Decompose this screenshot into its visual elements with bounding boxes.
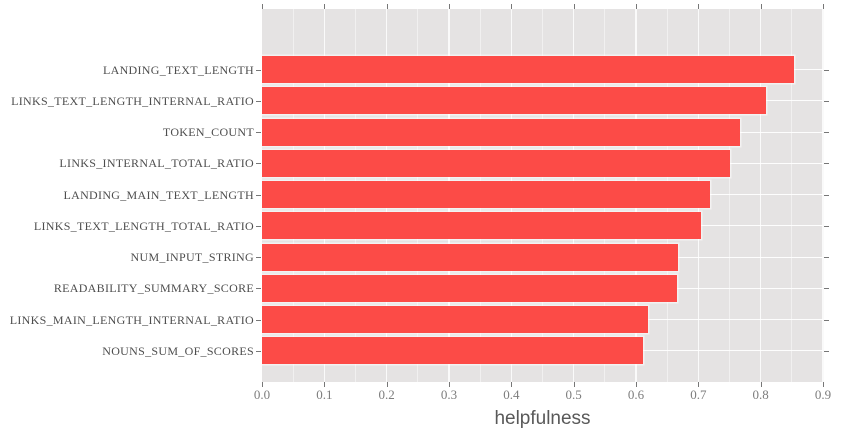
y-tick-mark-left: [256, 319, 261, 321]
x-tick-mark-bottom: [324, 382, 326, 387]
x-tick-mark-bottom: [636, 382, 637, 387]
x-tick-mark-top: [386, 4, 388, 9]
y-tick-mark-right: [824, 163, 829, 165]
y-tick-mark-left: [256, 350, 261, 352]
y-category-label: LINKS_INTERNAL_TOTAL_RATIO: [59, 156, 254, 171]
y-tick-mark-right: [824, 319, 829, 321]
x-tick-mark-top: [636, 4, 637, 9]
y-tick-mark-right: [824, 350, 829, 352]
y-tick-mark-left: [256, 132, 261, 134]
plot-panel: [262, 9, 824, 382]
x-tick-mark-bottom: [760, 382, 762, 387]
x-tick-mark-bottom: [823, 382, 824, 387]
x-tick-label: 0.6: [627, 387, 645, 402]
bar: [262, 212, 701, 240]
x-tick-mark-bottom: [573, 382, 575, 387]
x-tick-label: 0.9: [814, 387, 832, 402]
y-tick-mark-right: [824, 132, 829, 134]
x-tick-mark-top: [449, 4, 450, 9]
x-tick-mark-top: [511, 4, 513, 9]
y-tick-mark-right: [824, 257, 829, 259]
bar: [262, 274, 678, 302]
bar: [262, 56, 794, 83]
x-tick-mark-top: [823, 4, 824, 9]
x-tick-mark-top: [324, 4, 326, 9]
y-tick-mark-left: [256, 194, 261, 196]
bar: [262, 149, 730, 177]
y-tick-mark-left: [256, 288, 261, 290]
x-tick-mark-top: [760, 4, 762, 9]
y-tick-mark-left: [256, 100, 261, 102]
y-category-label: NOUNS_SUM_OF_SCORES: [102, 343, 254, 358]
y-tick-mark-left: [256, 257, 261, 259]
major-grid-line-x: [822, 9, 824, 382]
x-tick-mark-bottom: [386, 382, 388, 387]
x-tick-label: 0.7: [690, 387, 707, 402]
y-tick-mark-right: [824, 100, 829, 102]
x-tick-label: 0.3: [440, 387, 458, 402]
bar: [262, 306, 649, 334]
bar: [262, 87, 766, 115]
x-tick-label: 0.8: [752, 387, 769, 402]
bar: [262, 181, 710, 209]
y-tick-mark-left: [256, 163, 261, 165]
y-tick-mark-right: [824, 194, 829, 196]
y-tick-mark-right: [824, 288, 829, 290]
x-tick-mark-bottom: [511, 382, 513, 387]
minor-grid-line-x: [791, 9, 793, 382]
bar: [262, 337, 643, 365]
x-tick-mark-top: [573, 4, 575, 9]
x-tick-mark-bottom: [449, 382, 450, 387]
y-category-label: TOKEN_COUNT: [162, 125, 254, 140]
x-tick-label: 0.1: [316, 387, 333, 402]
y-tick-mark-left: [256, 225, 261, 227]
y-category-label: LINKS_TEXT_LENGTH_TOTAL_RATIO: [33, 218, 254, 233]
x-tick-mark-top: [698, 4, 700, 9]
y-category-label: LANDING_MAIN_TEXT_LENGTH: [63, 187, 254, 202]
x-tick-label: 0.0: [253, 387, 271, 402]
y-category-label: LINKS_TEXT_LENGTH_INTERNAL_RATIO: [11, 93, 254, 108]
y-category-label: LINKS_MAIN_LENGTH_INTERNAL_RATIO: [9, 312, 254, 327]
minor-grid-line-x: [729, 9, 730, 382]
x-tick-mark-bottom: [698, 382, 700, 387]
y-tick-mark-right: [824, 69, 829, 71]
x-tick-mark-top: [262, 4, 263, 9]
y-category-label: READABILITY_SUMMARY_SCORE: [53, 281, 254, 296]
y-category-label: NUM_INPUT_STRING: [130, 250, 254, 265]
x-tick-label: 0.2: [378, 387, 395, 402]
y-tick-mark-left: [256, 69, 261, 71]
x-tick-label: 0.5: [565, 387, 582, 402]
major-grid-line-x: [759, 9, 762, 382]
y-category-label: LANDING_TEXT_LENGTH: [102, 62, 254, 77]
bar: [262, 243, 678, 271]
x-tick-label: 0.4: [503, 387, 520, 402]
x-tick-mark-bottom: [262, 382, 263, 387]
y-tick-mark-right: [824, 225, 829, 227]
x-axis-title: helpfulness: [494, 408, 591, 429]
bar: [262, 118, 741, 146]
